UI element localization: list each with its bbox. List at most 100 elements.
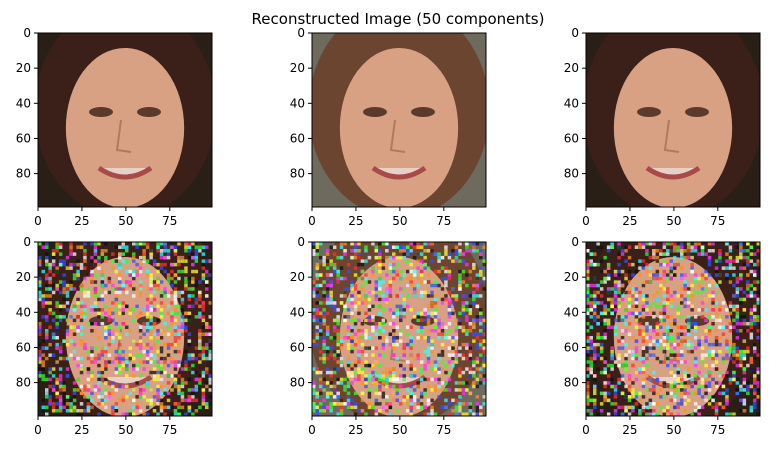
noise-pixel <box>315 395 319 399</box>
noise-pixel <box>444 297 448 302</box>
noise-pixel <box>617 255 621 260</box>
noise-pixel <box>76 388 80 392</box>
noise-pixel <box>79 304 84 309</box>
noise-pixel <box>55 322 59 326</box>
noise-pixel <box>416 266 420 270</box>
noise-pixel <box>322 342 326 347</box>
noise-pixel <box>728 259 733 263</box>
noise-pixel <box>114 367 119 371</box>
noise-pixel <box>346 360 351 364</box>
noise-pixel <box>339 363 344 368</box>
noise-pixel <box>38 349 42 354</box>
noise-pixel <box>624 395 628 399</box>
noise-pixel <box>458 353 462 357</box>
noise-pixel <box>641 315 646 319</box>
noise-pixel <box>201 276 206 281</box>
noise-pixel <box>45 287 49 291</box>
noise-pixel <box>662 318 667 323</box>
noise-pixel <box>319 283 323 288</box>
noise-pixel <box>749 332 754 336</box>
noise-pixel <box>208 381 212 385</box>
noise-pixel <box>707 388 712 392</box>
noise-pixel <box>468 356 473 361</box>
noise-pixel <box>198 339 202 343</box>
noise-pixel <box>419 259 424 263</box>
noise-pixel <box>111 336 115 340</box>
noise-pixel <box>444 398 448 403</box>
noise-pixel <box>378 409 382 413</box>
noise-pixel <box>65 283 70 288</box>
noise-pixel <box>430 346 434 350</box>
noise-pixel <box>173 325 178 329</box>
noise-pixel <box>742 290 747 295</box>
noise-pixel <box>659 388 663 392</box>
noise-pixel <box>378 384 382 389</box>
noise-pixel <box>707 273 712 277</box>
noise-pixel <box>142 259 146 263</box>
noise-pixel <box>454 349 459 354</box>
noise-pixel <box>121 287 125 291</box>
noise-pixel <box>662 252 667 256</box>
noise-pixel <box>76 412 80 416</box>
noise-pixel <box>610 363 614 368</box>
noise-pixel <box>638 329 642 333</box>
noise-pixel <box>690 322 694 326</box>
noise-pixel <box>65 301 70 305</box>
noise-pixel <box>753 349 757 354</box>
noise-pixel <box>325 249 330 253</box>
noise-pixel <box>332 402 337 406</box>
noise-pixel <box>62 287 66 291</box>
noise-pixel <box>93 262 98 267</box>
noise-pixel <box>142 412 146 416</box>
noise-pixel <box>596 283 600 288</box>
noise-pixel <box>721 374 726 378</box>
noise-pixel <box>451 363 455 368</box>
noise-pixel <box>756 381 760 385</box>
noise-pixel <box>465 332 469 336</box>
noise-pixel <box>634 325 639 329</box>
noise-pixel <box>329 259 333 263</box>
noise-pixel <box>662 412 667 416</box>
noise-pixel <box>107 353 112 357</box>
noise-pixel <box>746 363 750 368</box>
noise-pixel <box>416 381 420 385</box>
noise-pixel <box>475 336 480 340</box>
noise-pixel <box>322 409 326 413</box>
noise-pixel <box>58 259 63 263</box>
noise-pixel <box>412 245 417 249</box>
noise-pixel <box>90 308 94 312</box>
noise-pixel <box>367 388 372 392</box>
noise-pixel <box>128 308 132 312</box>
noise-pixel <box>163 245 167 249</box>
noise-pixel <box>638 322 642 326</box>
noise-pixel <box>194 249 199 253</box>
noise-pixel <box>149 353 153 357</box>
noise-pixel <box>652 409 656 413</box>
noise-pixel <box>655 325 660 329</box>
noise-pixel <box>430 242 434 246</box>
noise-pixel <box>100 322 105 326</box>
nose <box>115 119 132 153</box>
noise-pixel <box>732 304 736 309</box>
noise-pixel <box>645 262 649 267</box>
noise-pixel <box>184 318 188 323</box>
noise-pixel <box>735 381 740 385</box>
noise-pixel <box>596 290 600 295</box>
noise-pixel <box>690 342 694 347</box>
noise-pixel <box>93 242 98 246</box>
noise-pixel <box>409 412 413 416</box>
noise-pixel <box>104 329 108 333</box>
noise-pixel <box>753 398 757 403</box>
noise-pixel <box>458 318 462 323</box>
noise-pixel <box>430 360 434 364</box>
noise-pixel <box>444 280 448 284</box>
noise-pixel <box>184 287 188 291</box>
noise-pixel <box>177 294 181 298</box>
noise-pixel <box>458 395 462 399</box>
noise-pixel <box>97 290 101 295</box>
noise-pixel <box>697 308 701 312</box>
noise-pixel <box>620 315 625 319</box>
noise-pixel <box>353 242 358 246</box>
noise-pixel <box>41 315 45 319</box>
noise-pixel <box>125 384 129 389</box>
